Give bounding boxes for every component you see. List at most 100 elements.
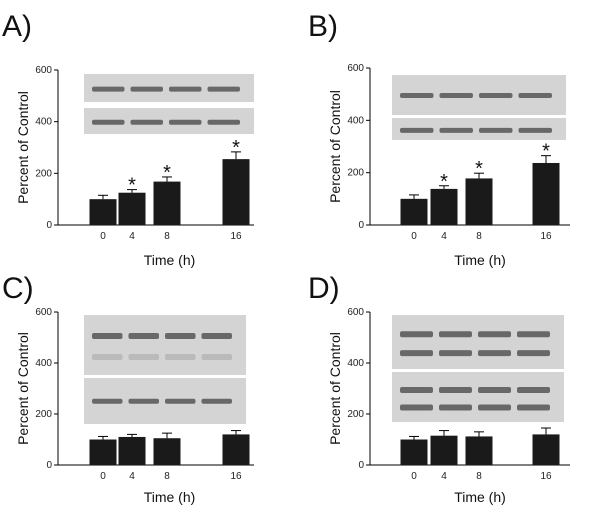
blot-band [130,119,163,125]
blot-band [207,119,240,125]
x-tick-label: 16 [540,231,552,242]
blot-band [478,387,511,393]
blot-band [92,398,123,404]
x-tick-label: 4 [129,471,135,482]
x-axis-label: Time (h) [454,252,506,268]
blot-band [400,93,434,98]
blot-band [478,350,511,357]
y-tick-label: 0 [358,220,364,231]
panel-a: A) 0 200 400 600 0 4 * 8 * 16 * Percent of Control Ti… [2,10,254,268]
y-tick-label: 400 [347,115,364,126]
y-tick-label: 600 [35,65,52,76]
blot-band [400,331,433,338]
panel-letter: B) [308,10,338,43]
y-tick-label: 600 [35,307,52,318]
x-axis-label: Time (h) [144,489,196,505]
blot-band [128,354,159,360]
significance-marker: * [542,141,550,163]
bar [153,181,181,225]
bar [465,178,493,225]
blot-band [517,331,550,338]
panel-letter: C) [2,272,34,305]
x-tick-label: 0 [411,471,417,482]
blot-band [518,127,552,133]
x-tick-label: 16 [540,471,552,482]
bar [400,198,428,225]
blot-band [165,354,196,360]
panel-letter: D) [308,272,340,305]
blot-band [165,398,196,404]
blot-band [517,387,550,393]
x-tick-label: 0 [100,231,106,242]
blot-band [439,127,473,133]
blot-band [517,404,550,411]
bar [153,438,181,465]
western-blot-image [392,315,564,369]
western-blot-image [392,118,566,140]
x-tick-label: 4 [441,471,447,482]
y-tick-label: 200 [347,409,364,420]
bar [532,162,560,225]
blot-band [201,354,232,360]
y-tick-label: 600 [347,307,364,318]
blot-band [479,93,513,98]
panel-c: C) 0 200 400 600 0 4 8 16 Percent of Control Time … [2,272,254,505]
y-axis-label: Percent of Control [327,90,343,203]
blot-band [169,119,202,125]
blot-band [400,127,434,133]
blot-band [165,333,196,339]
blot-band [201,398,232,404]
blot-band [400,350,433,357]
x-tick-label: 8 [476,471,482,482]
y-axis-label: Percent of Control [15,332,31,445]
x-tick-label: 0 [411,231,417,242]
western-blot-image [392,372,564,422]
blot-band [439,350,472,357]
y-tick-label: 200 [347,168,364,179]
x-axis-label: Time (h) [144,252,196,268]
bar [430,435,458,465]
blot-band [478,404,511,411]
y-tick-label: 400 [347,358,364,369]
blot-band [201,333,232,339]
blot-band [169,86,202,92]
blot-band [92,86,125,92]
blot-band [439,387,472,393]
y-axis-label: Percent of Control [15,91,31,204]
blot-band [518,93,552,98]
x-tick-label: 8 [476,231,482,242]
blot-band [439,93,473,98]
bar [430,188,458,225]
blot-band [439,331,472,338]
significance-marker: * [163,162,171,184]
blot-band [92,354,123,360]
y-tick-label: 0 [358,460,364,471]
significance-marker: * [232,137,240,159]
y-tick-label: 600 [347,63,364,74]
blot-band [400,404,433,411]
bar [118,192,146,225]
y-tick-label: 200 [35,168,52,179]
x-tick-label: 16 [230,471,242,482]
x-tick-label: 8 [164,231,170,242]
bar [532,434,560,465]
significance-marker: * [128,175,136,197]
x-tick-label: 16 [230,231,242,242]
y-tick-label: 0 [46,460,52,471]
x-tick-label: 4 [441,231,447,242]
blot-band [130,86,163,92]
bar [89,199,117,225]
x-axis-label: Time (h) [454,489,506,505]
bar [89,439,117,465]
blot-band [92,333,123,339]
bar [400,439,428,465]
significance-marker: * [475,158,483,180]
blot-band [517,350,550,357]
blot-band [207,86,240,92]
blot-band [479,127,513,133]
y-axis-label: Percent of Control [327,332,343,445]
blot-band [439,404,472,411]
bar [222,434,250,465]
y-tick-label: 0 [46,220,52,231]
